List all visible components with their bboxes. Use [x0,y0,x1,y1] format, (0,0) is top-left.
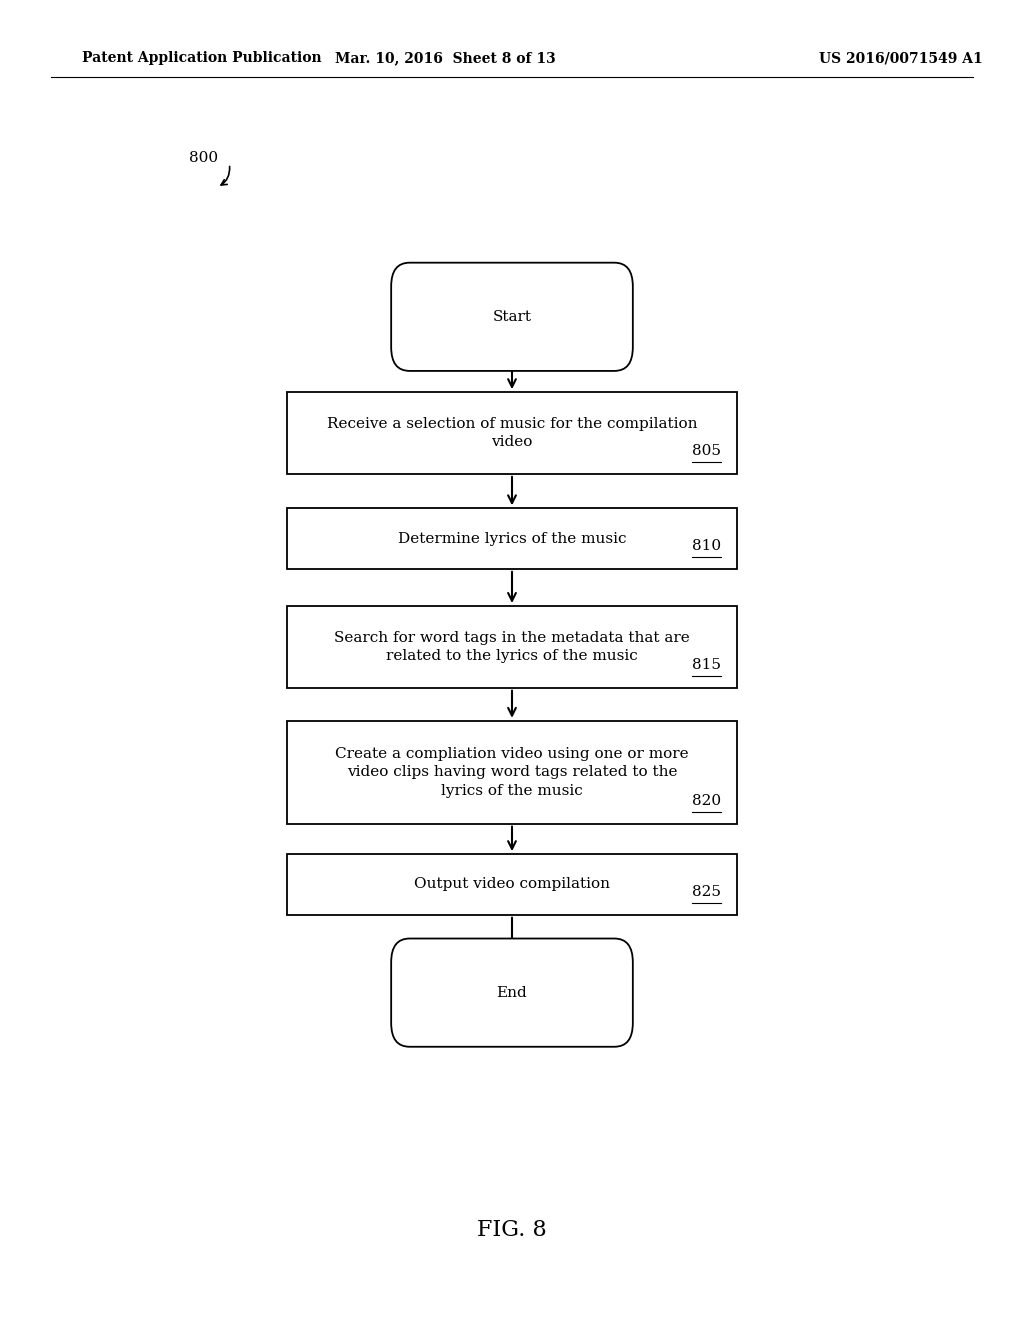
Bar [287,508,737,569]
Text: 800: 800 [189,152,218,165]
Text: Patent Application Publication: Patent Application Publication [82,51,322,65]
Text: 810: 810 [692,539,721,553]
Text: Mar. 10, 2016  Sheet 8 of 13: Mar. 10, 2016 Sheet 8 of 13 [335,51,556,65]
FancyBboxPatch shape [391,939,633,1047]
Text: Receive a selection of music for the compilation
video: Receive a selection of music for the com… [327,417,697,449]
Text: Start: Start [493,310,531,323]
Text: Output video compilation: Output video compilation [414,878,610,891]
Text: 805: 805 [692,444,721,458]
Bar [287,392,737,474]
Text: Search for word tags in the metadata that are
related to the lyrics of the music: Search for word tags in the metadata tha… [334,631,690,663]
Text: Create a compliation video using one or more
video clips having word tags relate: Create a compliation video using one or … [335,747,689,797]
Text: End: End [497,986,527,999]
Text: 820: 820 [692,793,721,808]
Text: 825: 825 [692,884,721,899]
Text: Determine lyrics of the music: Determine lyrics of the music [397,532,627,545]
Text: 815: 815 [692,657,721,672]
FancyBboxPatch shape [391,263,633,371]
Bar [287,854,737,915]
Bar [287,721,737,824]
Text: FIG. 8: FIG. 8 [477,1220,547,1241]
Text: US 2016/0071549 A1: US 2016/0071549 A1 [819,51,983,65]
Bar [287,606,737,688]
